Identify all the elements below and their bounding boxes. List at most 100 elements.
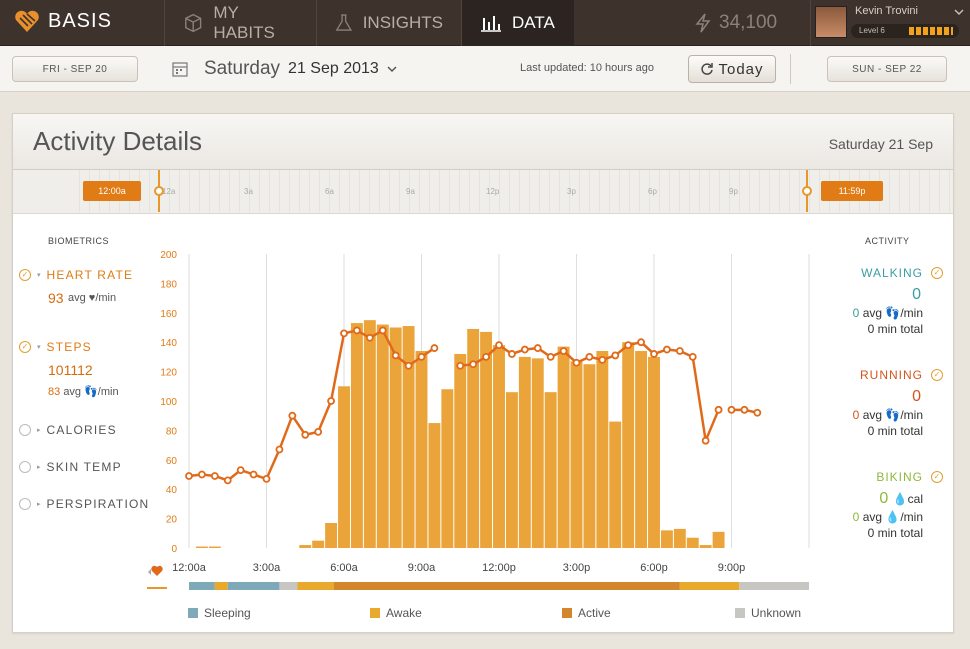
- legend-swatch: [188, 608, 198, 618]
- skin-temp-toggle[interactable]: ▸ SKIN TEMP: [19, 460, 122, 474]
- heart-rate-point: [391, 351, 400, 360]
- steps-bar: [635, 351, 648, 548]
- timeline-tick: 6a: [325, 187, 334, 196]
- activity-strip-segment: [333, 582, 680, 590]
- calories-toggle[interactable]: ▸ CALORIES: [19, 423, 117, 437]
- heart-rate-point: [753, 408, 762, 417]
- heart-rate-point: [714, 405, 723, 414]
- heart-rate-point: [378, 326, 387, 335]
- heart-rate-point: [598, 355, 607, 364]
- date-picker[interactable]: Saturday 21 Sep 2013: [172, 58, 397, 80]
- walking-total: 0 min total: [867, 322, 923, 336]
- biking-panel[interactable]: BIKING ✓ 0 💧cal 0 avg 💧/min 0 min total: [853, 470, 943, 540]
- heart-rate-point: [585, 353, 594, 361]
- heart-rate-point: [611, 351, 620, 360]
- y-tick-label: 160: [160, 309, 177, 320]
- user-menu[interactable]: Kevin Trovini Level 6: [810, 0, 970, 46]
- steps-bar: [389, 327, 402, 548]
- chevron-down-icon: [954, 9, 964, 16]
- biking-value-unit: 💧cal: [892, 492, 923, 506]
- running-panel[interactable]: RUNNING ✓ 0 0 avg 👣/min 0 min total: [853, 368, 943, 438]
- steps-bar: [480, 331, 493, 548]
- heart-rate-point: [675, 347, 684, 355]
- expand-icon: ▾: [37, 272, 41, 279]
- heart-rate-point: [275, 445, 284, 454]
- legend-label: Unknown: [751, 606, 802, 620]
- checkmark-icon: ✓: [19, 341, 31, 353]
- last-updated-text: Last updated: 10 hours ago: [520, 62, 654, 74]
- legend-awake: Awake: [370, 606, 422, 620]
- checkmark-icon: ✓: [931, 369, 943, 381]
- heart-rate-point: [327, 397, 335, 405]
- heart-rate-point: [624, 341, 633, 350]
- timeline-tick: 6p: [648, 187, 657, 196]
- heart-rate-point: [495, 341, 503, 350]
- tab-my-habits[interactable]: MY HABITS: [164, 0, 316, 46]
- basis-heart-icon: [15, 10, 39, 32]
- steps-avg: 83 avg 👣/min: [48, 385, 119, 398]
- heart-rate-point: [223, 476, 232, 485]
- heart-rate-point: [365, 333, 374, 342]
- expand-icon: ▸: [37, 501, 41, 508]
- checkbox-icon: [19, 498, 31, 510]
- x-tick-label: 6:00a: [330, 562, 358, 574]
- x-tick-label: 3:00p: [563, 562, 591, 574]
- heart-rate-unit: avg ♥/min: [68, 292, 117, 304]
- running-avg-value: 0: [852, 408, 860, 422]
- checkbox-icon: [19, 424, 31, 436]
- x-tick-label: 3:00a: [253, 562, 281, 574]
- top-navigation: BASIS MY HABITS INSIGHTS DATA 34,100 Kev…: [0, 0, 970, 46]
- previous-day-button[interactable]: FRI - SEP 20: [12, 56, 138, 82]
- brand-logo[interactable]: BASIS: [14, 9, 112, 33]
- today-button[interactable]: Today: [688, 55, 776, 83]
- next-day-button[interactable]: SUN - SEP 22: [827, 56, 947, 82]
- tab-insights[interactable]: INSIGHTS: [316, 0, 461, 46]
- calories-label: CALORIES: [46, 423, 117, 437]
- timeline-tick: 3a: [244, 187, 253, 196]
- end-time-handle[interactable]: 11:59p: [821, 181, 883, 201]
- steps-bar: [208, 546, 221, 548]
- expand-icon: ▸: [37, 464, 41, 471]
- steps-bar: [544, 392, 557, 548]
- activity-strip-segment: [739, 582, 809, 590]
- avatar: [815, 6, 847, 38]
- timeline-tick: 9p: [729, 187, 738, 196]
- steps-bar: [376, 324, 389, 548]
- x-tick-label: 12:00a: [172, 562, 207, 574]
- legend-swatch: [735, 608, 745, 618]
- tab-data[interactable]: DATA: [461, 0, 574, 46]
- steps-toggle[interactable]: ✓ ▾ STEPS: [19, 340, 92, 354]
- end-time-knob[interactable]: [802, 186, 812, 196]
- checkmark-icon: ✓: [931, 267, 943, 279]
- steps-bar: [557, 346, 570, 548]
- activity-heading: ACTIVITY: [865, 236, 910, 246]
- bar-chart-icon: [481, 16, 501, 32]
- walking-label: WALKING: [861, 266, 923, 280]
- level-progress: Level 6: [851, 24, 959, 38]
- time-range-selector[interactable]: 12a 3a 6a 9a 12p 3p 6p 9p 12:00a 11:59p: [13, 170, 953, 214]
- y-tick-label: 80: [166, 426, 178, 437]
- activity-strip-segment: [214, 582, 228, 590]
- start-time-handle[interactable]: 12:00a: [83, 181, 141, 201]
- heart-rate-point: [559, 347, 568, 355]
- heart-rate-point: [198, 470, 206, 479]
- tab-my-habits-label: MY HABITS: [213, 3, 275, 42]
- activity-strip-segment: [679, 582, 740, 590]
- activity-strip-segment: [227, 582, 280, 590]
- x-tick-label: 6:00p: [640, 562, 668, 574]
- walking-panel[interactable]: WALKING ✓ 0 0 avg 👣/min 0 min total: [853, 266, 943, 336]
- next-day-label: SUN - SEP 22: [852, 63, 922, 75]
- biking-value-row: 0 💧cal: [853, 490, 923, 508]
- start-time-knob[interactable]: [154, 186, 164, 196]
- heart-rate-point: [663, 345, 671, 354]
- heart-rate-toggle[interactable]: ✓ ▾ HEART RATE: [19, 268, 133, 282]
- divider: [790, 54, 791, 84]
- y-tick-label: 60: [166, 456, 178, 467]
- walking-value: 0: [912, 286, 921, 303]
- biometrics-heading: BIOMETRICS: [48, 236, 110, 246]
- expand-icon: ▾: [37, 344, 41, 351]
- perspiration-toggle[interactable]: ▸ PERSPIRATION: [19, 497, 149, 511]
- steps-bar: [312, 540, 325, 548]
- heart-rate-point: [520, 345, 529, 354]
- steps-bar: [686, 537, 699, 548]
